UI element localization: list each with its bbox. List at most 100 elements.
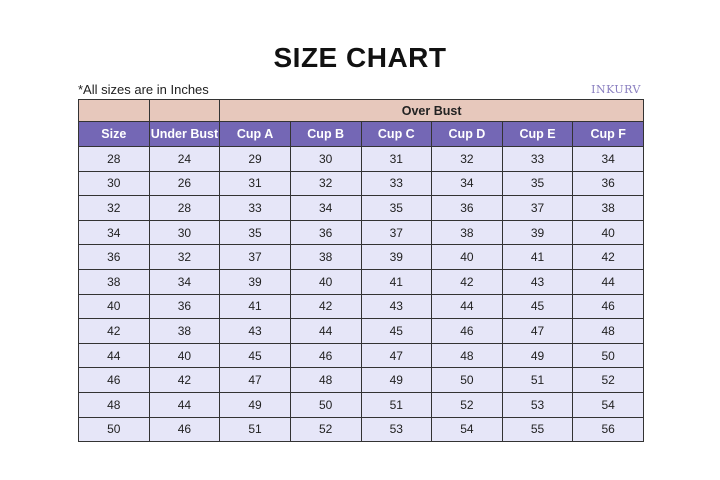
table-cell: 44 [289, 318, 362, 344]
table-cell: 48 [431, 342, 503, 369]
table-row: 28 24 29 30 31 32 33 34 [78, 146, 644, 172]
table-cell: 39 [219, 268, 291, 295]
table-cell: 52 [289, 416, 362, 443]
table-cell: 54 [431, 416, 503, 443]
table-cell: 50 [78, 416, 150, 443]
column-header: Cup A [219, 121, 291, 147]
table-cell: 32 [431, 146, 503, 172]
table-cell: 38 [78, 268, 150, 295]
table-cell: 28 [148, 195, 221, 221]
table-cell: 44 [148, 391, 221, 418]
table-cell: 38 [431, 219, 503, 246]
table-row: 30 26 31 32 33 34 35 36 [78, 170, 644, 197]
empty-header-cell [78, 99, 150, 122]
table-cell: 37 [360, 219, 433, 246]
table-cell: 40 [572, 219, 644, 246]
group-header-row: Over Bust [78, 99, 644, 122]
units-note: *All sizes are in Inches [78, 82, 209, 97]
table-cell: 34 [572, 146, 644, 172]
table-cell: 43 [360, 293, 433, 320]
column-header: Cup B [289, 121, 362, 147]
table-cell: 34 [289, 195, 362, 221]
table-row: 44 40 45 46 47 48 49 50 [78, 342, 644, 369]
table-cell: 50 [572, 342, 644, 369]
table-cell: 50 [289, 391, 362, 418]
table-cell: 42 [148, 367, 221, 393]
table-cell: 24 [148, 146, 221, 172]
table-cell: 37 [219, 244, 291, 270]
table-cell: 39 [501, 219, 574, 246]
table-row: 50 46 51 52 53 54 55 56 [78, 416, 644, 443]
table-cell: 40 [78, 293, 150, 320]
table-cell: 32 [148, 244, 221, 270]
table-cell: 51 [360, 391, 433, 418]
table-cell: 52 [572, 367, 644, 393]
table-cell: 53 [360, 416, 433, 443]
table-body: 28 24 29 30 31 32 33 34 30 26 31 32 33 34 35 36 32 28 33 34… [78, 146, 644, 443]
table-row: 36 32 37 38 39 40 41 42 [78, 244, 644, 270]
table-cell: 39 [360, 244, 433, 270]
table-cell: 33 [360, 170, 433, 197]
table-cell: 38 [572, 195, 644, 221]
brand-logo: INKURV [591, 83, 641, 96]
table-cell: 48 [572, 318, 644, 344]
table-cell: 40 [148, 342, 221, 369]
table-cell: 56 [572, 416, 644, 443]
table-cell: 30 [78, 170, 150, 197]
table-cell: 37 [501, 195, 574, 221]
table-cell: 49 [501, 342, 574, 369]
table-cell: 31 [360, 146, 433, 172]
table-cell: 41 [501, 244, 574, 270]
table-cell: 49 [360, 367, 433, 393]
table-cell: 44 [78, 342, 150, 369]
table-cell: 29 [219, 146, 291, 172]
table-cell: 42 [572, 244, 644, 270]
table-cell: 33 [219, 195, 291, 221]
table-cell: 38 [148, 318, 221, 344]
table-cell: 35 [360, 195, 433, 221]
table-cell: 47 [219, 367, 291, 393]
table-cell: 43 [219, 318, 291, 344]
table-cell: 46 [289, 342, 362, 369]
table-cell: 45 [360, 318, 433, 344]
table-cell: 36 [148, 293, 221, 320]
table-cell: 48 [78, 391, 150, 418]
table-cell: 43 [501, 268, 574, 295]
table-cell: 31 [219, 170, 291, 197]
table-cell: 48 [289, 367, 362, 393]
table-cell: 41 [360, 268, 433, 295]
table-cell: 55 [501, 416, 574, 443]
table-cell: 36 [431, 195, 503, 221]
column-header: Size [78, 121, 150, 147]
table-cell: 28 [78, 146, 150, 172]
table-cell: 40 [431, 244, 503, 270]
table-row: 42 38 43 44 45 46 47 48 [78, 318, 644, 344]
table-row: 38 34 39 40 41 42 43 44 [78, 268, 644, 295]
table-cell: 36 [78, 244, 150, 270]
column-header: Cup D [431, 121, 503, 147]
table-cell: 53 [501, 391, 574, 418]
table-cell: 41 [219, 293, 291, 320]
table-cell: 34 [431, 170, 503, 197]
column-header: Cup C [360, 121, 433, 147]
table-cell: 36 [289, 219, 362, 246]
column-header: Cup E [501, 121, 574, 147]
table-cell: 32 [289, 170, 362, 197]
table-cell: 26 [148, 170, 221, 197]
empty-header-cell [148, 99, 221, 122]
table-row: 48 44 49 50 51 52 53 54 [78, 391, 644, 418]
table-cell: 30 [289, 146, 362, 172]
column-header: Under Bust [148, 121, 221, 147]
table-cell: 45 [501, 293, 574, 320]
table-cell: 52 [431, 391, 503, 418]
table-cell: 32 [78, 195, 150, 221]
table-cell: 38 [289, 244, 362, 270]
column-header: Cup F [572, 121, 644, 147]
table-cell: 34 [148, 268, 221, 295]
table-cell: 42 [431, 268, 503, 295]
table-cell: 45 [219, 342, 291, 369]
table-row: 46 42 47 48 49 50 51 52 [78, 367, 644, 393]
table-cell: 54 [572, 391, 644, 418]
